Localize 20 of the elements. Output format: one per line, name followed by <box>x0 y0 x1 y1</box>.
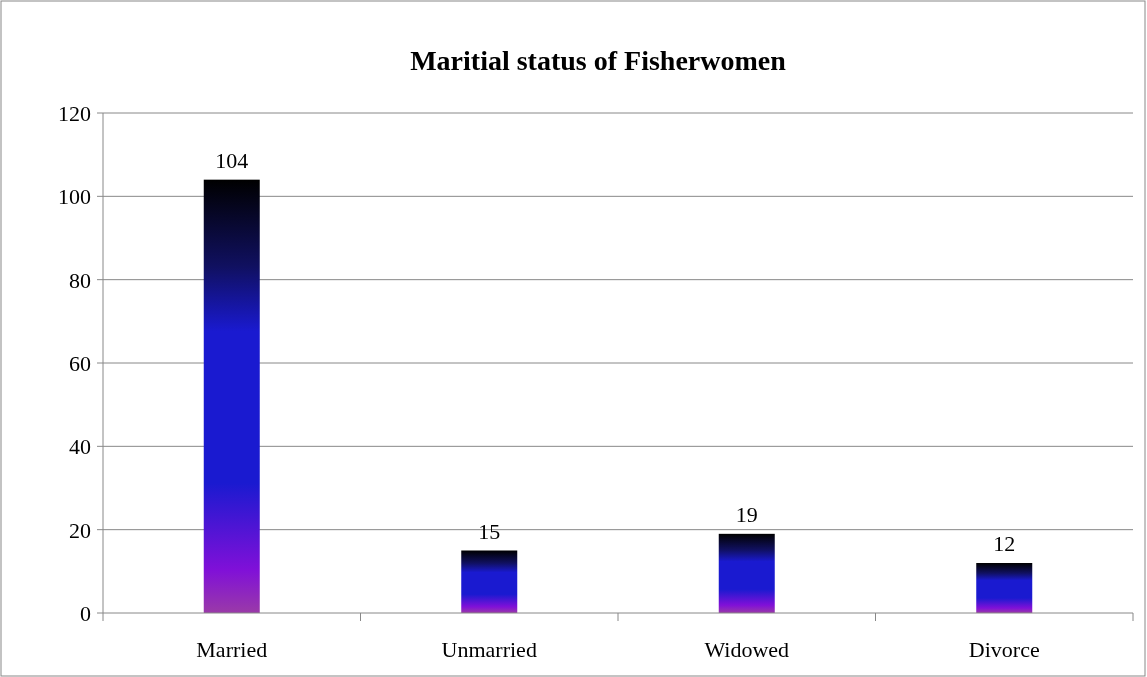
x-tick-label: Widowed <box>704 637 790 662</box>
data-label: 19 <box>735 501 758 527</box>
x-tick-label: Married <box>196 637 268 662</box>
bar <box>718 533 775 613</box>
y-tick-label: 60 <box>69 351 91 376</box>
data-label: 12 <box>993 531 1016 556</box>
bar <box>203 179 260 613</box>
y-tick-label: 80 <box>69 267 91 293</box>
y-tick-label: 40 <box>69 434 91 460</box>
y-tick-label: 120 <box>58 101 91 126</box>
x-tick-label: Unmarried <box>441 637 537 662</box>
data-label: 15 <box>478 518 501 544</box>
chart-title: Maritial status of Fisherwomen <box>410 45 787 76</box>
y-tick-label: 0 <box>80 601 91 626</box>
bar <box>461 550 518 613</box>
y-tick-label: 20 <box>69 517 91 543</box>
bar <box>976 563 1033 613</box>
y-tick-label: 100 <box>58 184 91 210</box>
data-label: 104 <box>215 147 249 173</box>
x-tick-label: Divorce <box>968 637 1040 662</box>
